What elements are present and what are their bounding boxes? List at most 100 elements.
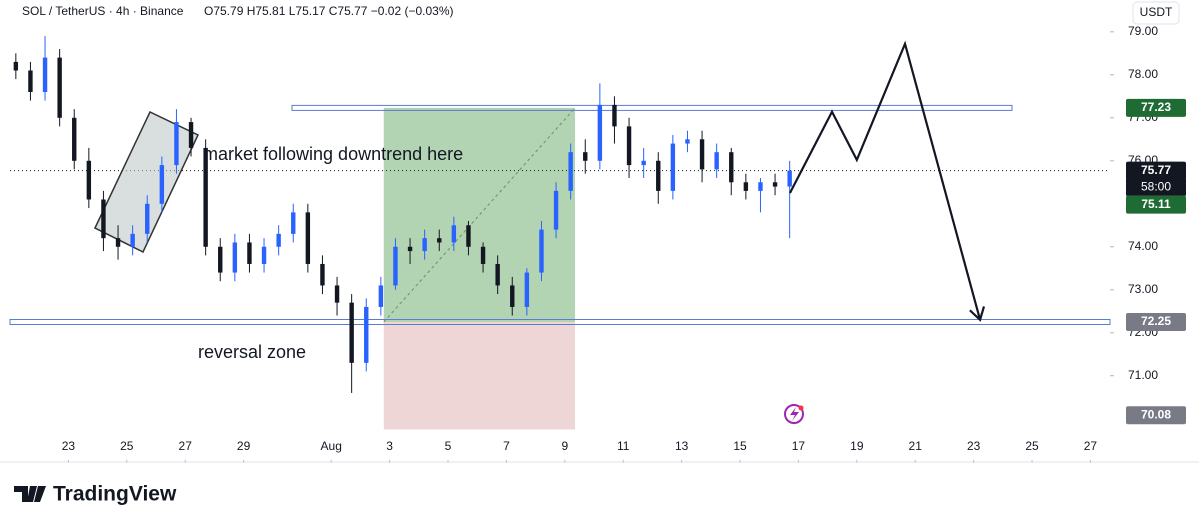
ohlc-readout: O75.79 H75.81 L75.17 C75.77 −0.02 (−0.03… bbox=[204, 4, 454, 18]
annotation: reversal zone bbox=[198, 342, 306, 362]
price-tag-label: 77.23 bbox=[1141, 100, 1171, 114]
candle-body bbox=[13, 61, 19, 71]
candle-body bbox=[72, 117, 77, 161]
candle-body bbox=[115, 238, 121, 247]
x-tick-label: 5 bbox=[445, 439, 452, 453]
x-tick-label: 13 bbox=[675, 439, 689, 453]
candle-body bbox=[101, 199, 106, 239]
candle-body bbox=[174, 122, 179, 166]
y-tick-label: 78.00 bbox=[1128, 67, 1158, 81]
candle-body bbox=[714, 152, 719, 170]
currency: USDT bbox=[1140, 5, 1173, 19]
candle-body bbox=[276, 233, 281, 247]
x-tick-label: 23 bbox=[62, 439, 76, 453]
x-tick-label: 9 bbox=[561, 439, 568, 453]
currency-box bbox=[1132, 1, 1180, 25]
projection-arrowhead bbox=[969, 306, 986, 322]
candle-body bbox=[28, 70, 33, 92]
position-target-zone bbox=[383, 107, 576, 322]
candle-body bbox=[378, 285, 384, 307]
lightning-icon bbox=[784, 404, 804, 424]
projection-path bbox=[788, 40, 982, 321]
position-stop-zone bbox=[383, 322, 576, 430]
brand-logo bbox=[14, 486, 46, 502]
x-tick-label: 23 bbox=[967, 439, 981, 453]
candle-body bbox=[349, 302, 354, 363]
y-tick-label: 71.00 bbox=[1128, 368, 1158, 382]
candle-body bbox=[758, 182, 763, 191]
candle-body bbox=[407, 246, 413, 252]
candle-body bbox=[480, 246, 486, 264]
level-line bbox=[291, 104, 1013, 111]
candle-body bbox=[218, 246, 223, 273]
x-tick-label: 25 bbox=[120, 439, 134, 453]
price-tag-label: 72.25 bbox=[1141, 314, 1171, 328]
x-tick-label: 11 bbox=[617, 439, 630, 453]
x-tick-label: 27 bbox=[179, 439, 193, 453]
x-tick-label: 15 bbox=[733, 439, 747, 453]
candle-body bbox=[612, 104, 617, 127]
candle-body bbox=[685, 139, 690, 144]
countdown-box bbox=[1126, 178, 1186, 196]
symbol: SOL / TetherUS · 4h · Binance bbox=[22, 4, 184, 18]
candle-body bbox=[364, 306, 369, 363]
candle-body bbox=[232, 242, 238, 273]
candle-body bbox=[524, 272, 530, 307]
price-tag bbox=[1126, 98, 1186, 117]
brand-name: TradingView bbox=[53, 483, 177, 506]
price-tag-label: 70.08 bbox=[1141, 407, 1171, 421]
price-tag bbox=[1126, 313, 1186, 331]
candle-body bbox=[145, 203, 150, 234]
candle-body bbox=[42, 57, 48, 92]
candle-body bbox=[130, 233, 135, 247]
candle-body bbox=[466, 225, 471, 247]
candle-body bbox=[539, 229, 544, 273]
level-line bbox=[9, 319, 1111, 325]
x-tick-label: 27 bbox=[1084, 439, 1098, 453]
x-tick-label: 3 bbox=[386, 439, 393, 453]
candle-body bbox=[553, 190, 559, 230]
x-tick-label: 21 bbox=[909, 439, 923, 453]
candle-body bbox=[510, 285, 515, 307]
price-tag bbox=[1126, 195, 1186, 214]
candle-body bbox=[437, 238, 442, 243]
candle-body bbox=[451, 225, 457, 243]
candle-body bbox=[772, 182, 778, 187]
candle-body bbox=[729, 152, 734, 183]
channel-box bbox=[94, 110, 199, 254]
candle-body bbox=[188, 122, 194, 148]
candle-body bbox=[787, 170, 792, 187]
candle-body bbox=[568, 152, 573, 191]
y-tick-label: 74.00 bbox=[1128, 239, 1158, 253]
y-tick-label: 73.00 bbox=[1128, 282, 1158, 296]
candle-body bbox=[291, 212, 296, 234]
price-tag-label: 75.77 bbox=[1141, 163, 1171, 177]
candle-body bbox=[86, 160, 92, 200]
x-tick-label: Aug bbox=[321, 439, 342, 453]
candle-body bbox=[393, 246, 398, 286]
candle-body bbox=[699, 139, 705, 170]
x-tick-label: 25 bbox=[1025, 439, 1039, 453]
price-tag bbox=[1126, 161, 1186, 180]
x-tick-label: 29 bbox=[237, 439, 251, 453]
candle-body bbox=[597, 104, 603, 161]
annotation: market following downtrend here bbox=[203, 144, 463, 164]
candle-body bbox=[641, 160, 646, 166]
x-tick-label: 7 bbox=[503, 439, 510, 453]
candle-body bbox=[57, 57, 62, 118]
candle-body bbox=[247, 242, 252, 264]
candle-body bbox=[305, 212, 311, 264]
countdown: 58:00 bbox=[1141, 179, 1171, 193]
price-tag-label: 75.11 bbox=[1141, 197, 1171, 211]
candle-body bbox=[320, 263, 325, 286]
price-tag bbox=[1126, 406, 1186, 425]
candle-body bbox=[203, 147, 208, 247]
candle-body bbox=[583, 152, 588, 161]
candle-body bbox=[159, 165, 165, 204]
candle-body bbox=[334, 285, 340, 303]
candle-body bbox=[422, 238, 427, 252]
candle-body bbox=[656, 160, 661, 191]
x-tick-label: 19 bbox=[850, 439, 864, 453]
candle-body bbox=[495, 263, 500, 286]
